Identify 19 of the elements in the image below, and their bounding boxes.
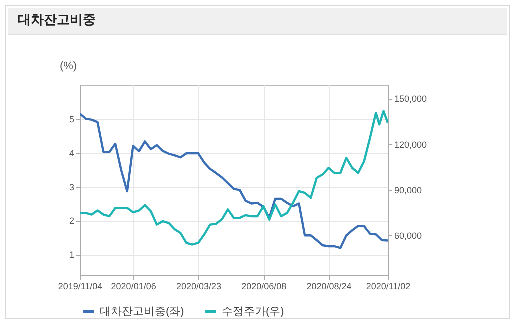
y2-tick-label: 60,000 <box>394 230 422 241</box>
y2-tick-label: 90,000 <box>394 185 422 196</box>
y-tick-label: 2 <box>69 216 74 226</box>
legend-label: 수정주가(우) <box>222 306 284 318</box>
y2-tick-label: 150,000 <box>394 94 428 104</box>
x-tick-label: 2020/03/23 <box>176 282 222 292</box>
y-tick-label: 1 <box>69 250 74 260</box>
y-tick-label: 3 <box>69 182 74 192</box>
x-tick-label: 2020/01/06 <box>111 282 156 292</box>
y-tick-label: 4 <box>69 148 74 158</box>
x-tick-label: 2020/06/08 <box>242 282 287 292</box>
legend-label: 대차잔고비중(좌) <box>100 306 184 318</box>
x-tick-label: 2019/11/04 <box>58 282 103 292</box>
x-tick-label: 2020/11/02 <box>366 282 411 292</box>
x-tick-label: 2020/08/24 <box>306 282 352 292</box>
y-axis-title: (%) <box>60 60 78 72</box>
y2-tick-label: 120,000 <box>394 140 428 150</box>
y-tick-label: 5 <box>69 114 74 124</box>
chart-title: 대차잔고비중 <box>8 8 507 35</box>
